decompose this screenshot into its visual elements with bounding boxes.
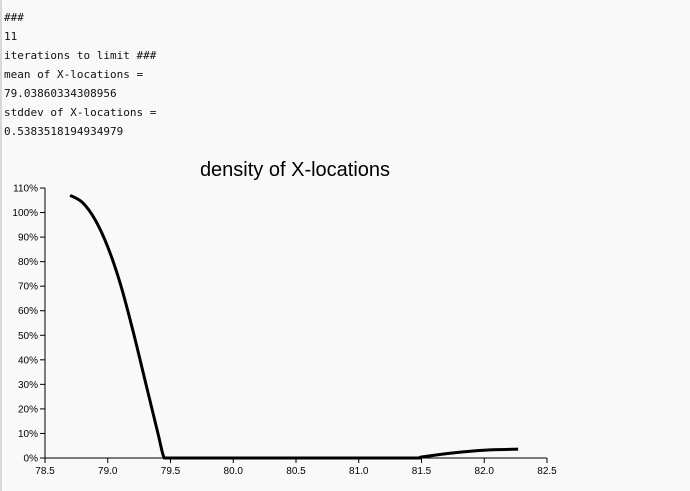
stddev-value: 0.5383518194934979 bbox=[4, 125, 124, 138]
x-tick-label: 78.5 bbox=[35, 466, 55, 477]
x-tick-label: 80.0 bbox=[224, 466, 244, 477]
plot-area bbox=[69, 194, 519, 460]
x-tick-label: 81.5 bbox=[412, 466, 432, 477]
y-tick-label: 50% bbox=[18, 331, 38, 342]
x-tick-label: 79.5 bbox=[161, 466, 181, 477]
y-tick-label: 110% bbox=[13, 184, 38, 195]
y-tick-label: 40% bbox=[18, 355, 38, 366]
stddev-label: stddev of X-locations = bbox=[4, 106, 157, 119]
y-tick-label: 90% bbox=[18, 233, 38, 244]
y-tick-label: 20% bbox=[18, 404, 38, 415]
iterations-count: 11 bbox=[4, 30, 18, 43]
y-tick-label: 70% bbox=[18, 282, 38, 293]
y-tick-label: 100% bbox=[12, 208, 38, 219]
x-tick-label: 82.0 bbox=[475, 466, 495, 477]
y-tick-label: 10% bbox=[18, 429, 38, 440]
x-tick-label: 79.0 bbox=[98, 466, 118, 477]
y-tick-label: 80% bbox=[18, 257, 38, 268]
y-tick-label: 60% bbox=[18, 306, 38, 317]
y-tick-label: 0% bbox=[24, 454, 39, 465]
chart-title: density of X-locations bbox=[200, 159, 390, 181]
x-tick-label: 81.0 bbox=[349, 466, 369, 477]
log-line: iterations to limit ### bbox=[4, 49, 157, 62]
mean-label: mean of X-locations = bbox=[4, 68, 144, 81]
axes: 78.5 79.0 79.5 80.0 80.5 81.0 81.5 82.0 82.5 0% 10… bbox=[12, 184, 557, 478]
log-line: ### bbox=[4, 11, 24, 24]
density-line bbox=[69, 194, 519, 460]
x-tick-label: 80.5 bbox=[286, 466, 306, 477]
x-tick-label: 82.5 bbox=[537, 466, 557, 477]
mean-value: 79.03860334308956 bbox=[4, 87, 117, 100]
y-tick-label: 30% bbox=[18, 380, 38, 391]
